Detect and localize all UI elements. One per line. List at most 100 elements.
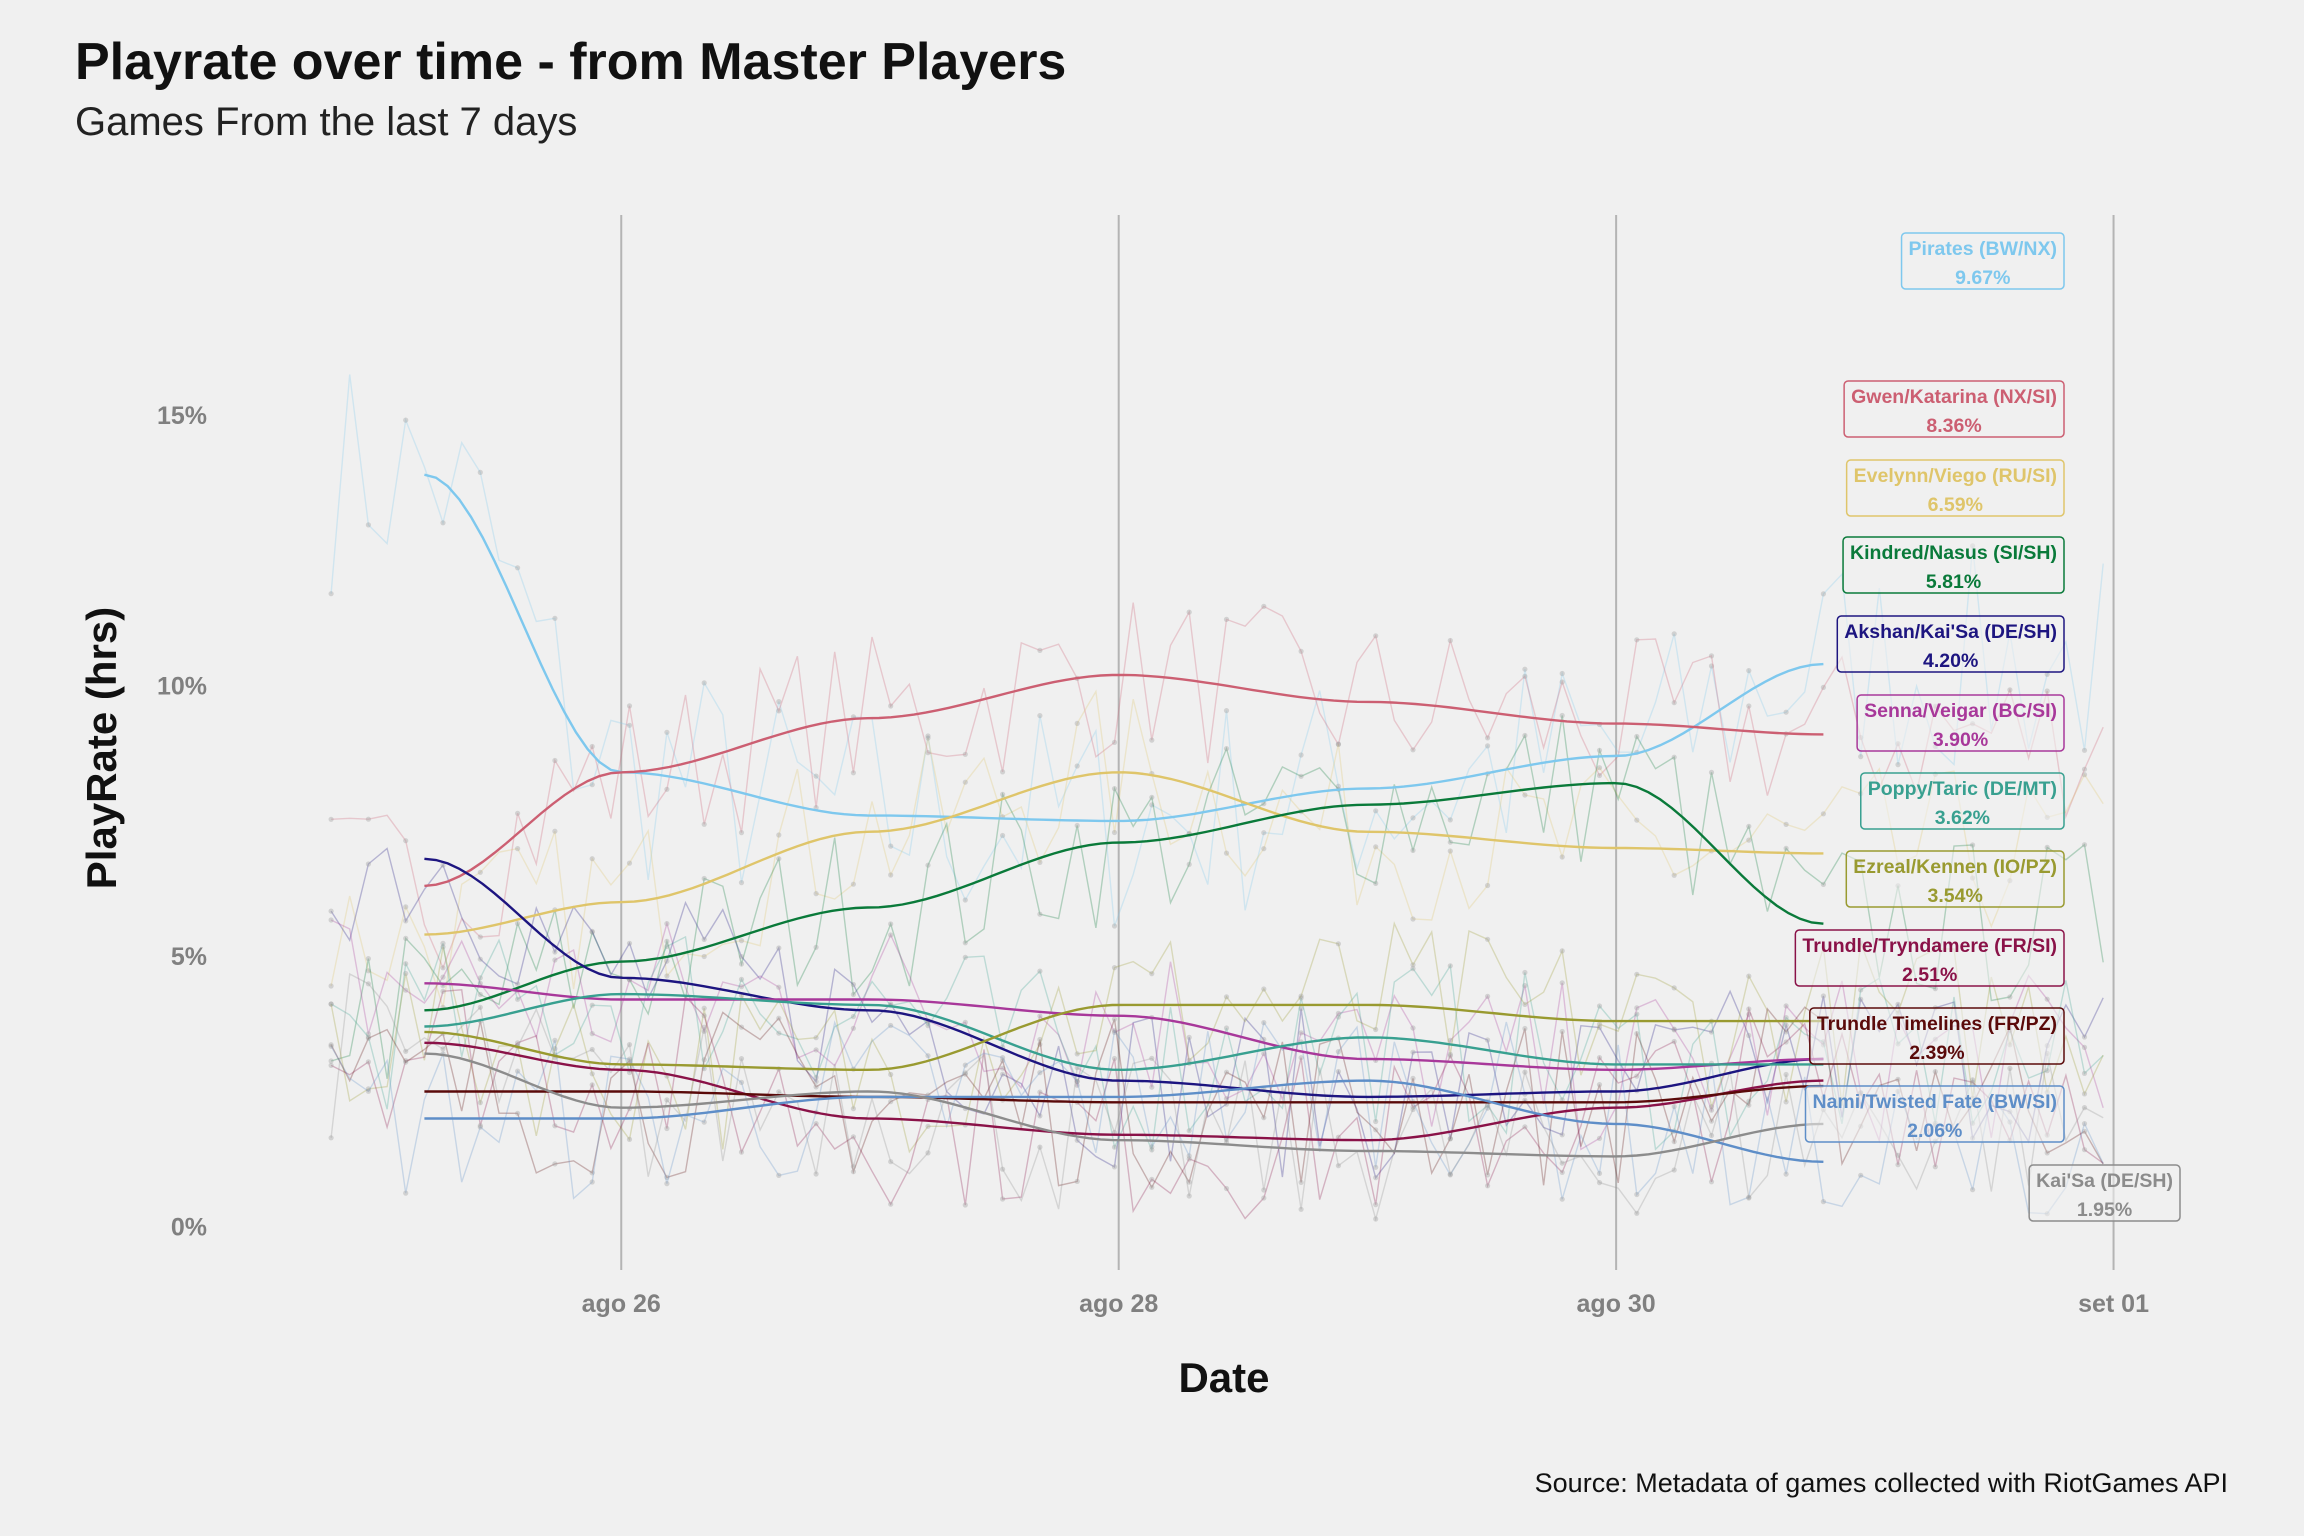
raw-point (1783, 1003, 1789, 1009)
raw-point (365, 1035, 371, 1041)
raw-trace-11 (330, 972, 2104, 1222)
series-label-name: Akshan/Kai'Sa (DE/SH) (1844, 621, 2057, 643)
raw-point (701, 1057, 707, 1063)
raw-point (1037, 968, 1043, 974)
raw-point (962, 751, 968, 757)
raw-point (1820, 591, 1826, 597)
raw-point (515, 846, 521, 852)
raw-point (403, 1059, 409, 1065)
x-tick-label: set 01 (2078, 1290, 2149, 1318)
raw-point (1335, 1010, 1341, 1017)
raw-point (664, 943, 670, 950)
raw-point (552, 1037, 558, 1043)
raw-point (1410, 1075, 1416, 1081)
x-axis-title: Date (1178, 1354, 1269, 1401)
raw-point (1783, 1022, 1789, 1028)
raw-point (328, 908, 334, 914)
x-tick-label: ago 26 (582, 1290, 661, 1318)
raw-point (1261, 986, 1267, 992)
raw-point (328, 816, 334, 822)
raw-point (1186, 1153, 1192, 1159)
raw-point (1522, 1069, 1528, 1075)
series-label-box (1860, 772, 2065, 830)
raw-point (1708, 1029, 1715, 1035)
raw-point (1858, 996, 1864, 1002)
raw-point (813, 944, 819, 950)
raw-point (888, 843, 894, 849)
raw-point (1261, 1036, 1267, 1042)
raw-point (1149, 802, 1155, 808)
raw-point (1410, 962, 1416, 968)
raw-point (1559, 679, 1565, 685)
raw-point (1970, 1077, 1976, 1083)
trend-line-8 (424, 1041, 1824, 1142)
series-label-name: Kindred/Nasus (SI/SH) (1850, 542, 2057, 564)
raw-point (589, 1170, 595, 1176)
raw-point (1783, 1099, 1789, 1105)
raw-point (1970, 1187, 1976, 1193)
series-label-value: 3.62% (1935, 807, 1990, 829)
raw-point (1261, 1195, 1267, 1201)
raw-point (1746, 837, 1752, 843)
raw-point (850, 881, 857, 887)
raw-point (477, 934, 483, 940)
raw-point (1559, 1169, 1565, 1175)
raw-point (2081, 1128, 2088, 1134)
raw-trace-1 (331, 602, 2104, 970)
raw-point (738, 1024, 745, 1030)
raw-point (589, 1071, 595, 1077)
raw-point (1447, 637, 1453, 644)
raw-point (2007, 1065, 2013, 1071)
raw-point (477, 1004, 483, 1010)
raw-point (2007, 687, 2013, 693)
raw-point (1447, 848, 1453, 854)
raw-point (1820, 1199, 1826, 1205)
trend-line-6 (424, 992, 1824, 1072)
raw-point (1223, 1025, 1230, 1031)
series-label-name: Kai'Sa (DE/SH) (2036, 1170, 2173, 1192)
raw-point (1522, 983, 1528, 989)
raw-point (1261, 1187, 1267, 1193)
raw-point (1895, 1152, 1901, 1158)
raw-point (440, 988, 446, 994)
raw-point (813, 1121, 819, 1127)
raw-point (1932, 1069, 1938, 1075)
trend-line-11 (424, 1052, 1824, 1158)
raw-point (1373, 1216, 1379, 1222)
raw-point (1746, 668, 1752, 674)
raw-point (1186, 1034, 1192, 1040)
x-tick-label: ago 28 (1079, 1290, 1158, 1318)
raw-point (962, 954, 968, 960)
raw-point (552, 615, 558, 621)
raw-point (589, 743, 595, 750)
raw-point (1373, 1026, 1379, 1033)
raw-point (1223, 994, 1230, 1000)
raw-point (1373, 633, 1379, 639)
raw-point (515, 1040, 521, 1046)
raw-point (1223, 616, 1230, 623)
raw-point (1298, 1006, 1304, 1012)
raw-point (664, 1181, 670, 1187)
series-label-value: 8.36% (1926, 415, 1981, 437)
raw-point (1895, 762, 1901, 768)
raw-point (1559, 980, 1565, 986)
raw-point (701, 1013, 707, 1019)
raw-point (589, 1031, 595, 1037)
raw-point (1746, 1032, 1752, 1039)
raw-point (813, 1074, 819, 1081)
raw-point (1596, 747, 1603, 753)
raw-point (1708, 1104, 1715, 1110)
raw-point (1895, 1076, 1901, 1082)
raw-point (589, 856, 595, 862)
series-label: Akshan/Kai'Sa (DE/SH) 4.20% (1836, 615, 2065, 673)
raw-point (1223, 1069, 1230, 1075)
raw-point (403, 970, 409, 977)
raw-point (328, 1058, 334, 1064)
raw-point (1111, 1055, 1118, 1062)
raw-point (1485, 1102, 1491, 1108)
raw-point (1596, 1021, 1603, 1027)
raw-point (1410, 1025, 1416, 1031)
series-label-value: 4.20% (1923, 650, 1978, 672)
raw-point (888, 1071, 894, 1078)
series-label-name: Poppy/Taric (DE/MT) (1868, 778, 2057, 800)
